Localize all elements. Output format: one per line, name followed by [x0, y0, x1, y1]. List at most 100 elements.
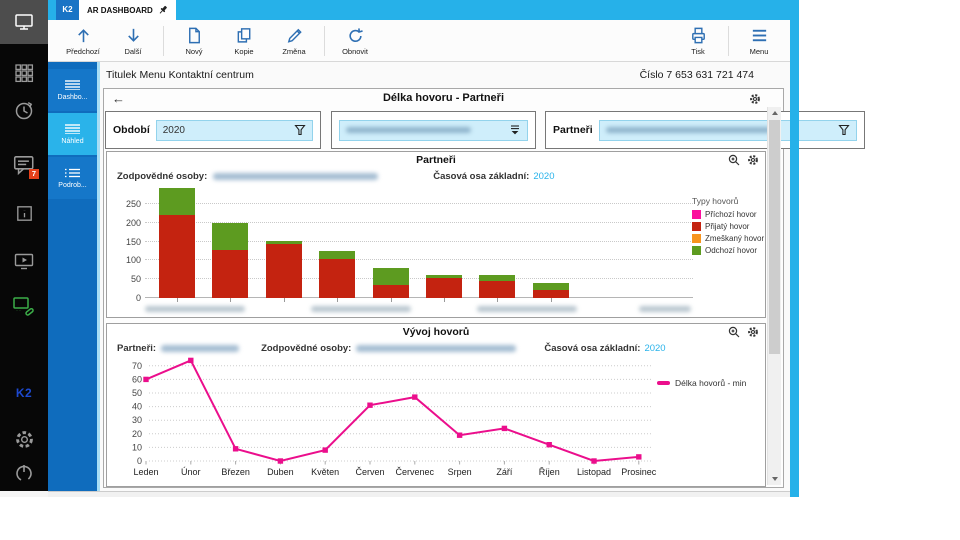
settings-gear-icon[interactable]: [747, 326, 759, 338]
nav-tab-dashboard[interactable]: Dashbo...: [48, 69, 97, 111]
zoom-magnifier-icon[interactable]: [728, 326, 740, 338]
bar-plot-area: [145, 186, 693, 312]
timeline-label: Časová osa základní:: [544, 342, 641, 354]
toolbar-separator: [163, 25, 164, 56]
filter-group-obdobi: Období 2020: [105, 111, 321, 149]
scroll-up-arrow[interactable]: [768, 107, 781, 119]
timeline-label: Časová osa základní:: [433, 170, 530, 182]
legend-item: Odchozí hovor: [692, 246, 764, 255]
filter-funnel-icon[interactable]: [838, 124, 850, 136]
sidebar-item-media[interactable]: [0, 246, 48, 276]
obdobi-input[interactable]: 2020: [155, 119, 313, 141]
sidebar-item-desktop[interactable]: [0, 0, 48, 44]
previous-button[interactable]: Předchozí: [58, 26, 108, 56]
tab-k2-home[interactable]: K2: [56, 0, 79, 20]
legend-label: Přijatý hovor: [705, 222, 750, 231]
bar-segment-odchozi: [159, 187, 195, 215]
bar-chart: Typy hovorů Příchozí hovor Přijatý hovor Z…: [107, 184, 765, 316]
bar-gridline: [145, 203, 693, 204]
line-axis-tick-label: 30: [132, 415, 142, 425]
window-border: [790, 0, 799, 497]
partners-chart-subtitle: Zodpovědné osoby: Časová osa základní: 2…: [107, 168, 765, 184]
trend-chart-title: Vývoj hovorů: [402, 326, 470, 338]
menu-button[interactable]: Menu: [734, 26, 784, 56]
dashboard-panel: ← Délka hovoru - Partneři Období 2020: [103, 88, 865, 488]
trend-chart-panel: Vývoj hovorů Partneři: Zodpovědné osoby:…: [106, 323, 766, 487]
month-label: Únor: [181, 467, 201, 477]
bar-axis-tick: [230, 298, 232, 302]
settings-gear-icon[interactable]: [749, 93, 761, 105]
sidebar-item-power[interactable]: [0, 458, 48, 488]
bar-segment-prijaty: [159, 214, 195, 298]
bar-segment-odchozi: [426, 275, 462, 279]
zoom-magnifier-icon[interactable]: [728, 154, 740, 166]
filter-funnel-icon[interactable]: [294, 124, 306, 136]
print-button[interactable]: Tisk: [673, 26, 723, 56]
redacted-text: [605, 127, 771, 133]
month-label: Květen: [311, 467, 339, 477]
partner-label: Partneři:: [117, 342, 157, 354]
trend-chart-subtitle: Partneři: Zodpovědné osoby: Časová osa z…: [107, 340, 765, 356]
data-point-marker: [456, 432, 463, 438]
back-arrow-button[interactable]: ←: [112, 91, 125, 106]
redacted-axis-label: [477, 306, 577, 312]
bar-segment-odchozi: [479, 275, 516, 282]
legend-swatch: [692, 246, 701, 255]
bar-axis-tick-label: 150: [125, 236, 141, 247]
nav-tab-preview[interactable]: Náhled: [48, 113, 97, 155]
nav-tab-details[interactable]: Podrob...: [48, 157, 97, 199]
data-point-marker: [546, 442, 552, 448]
hamburger-icon: [65, 79, 80, 90]
list-icon: [65, 168, 80, 177]
next-button[interactable]: Další: [108, 26, 158, 56]
blue-nav-rail: Dashbo... Náhled Podrob...: [48, 62, 97, 491]
k2-logo-text: K2: [15, 386, 33, 400]
tab-ar-dashboard[interactable]: AR DASHBOARD: [79, 0, 176, 20]
redacted-axis-label: [145, 306, 245, 312]
month-label: Srpen: [448, 467, 472, 477]
data-point-marker: [367, 402, 373, 408]
vertical-scrollbar[interactable]: [767, 107, 781, 485]
legend-label: Zmeškaný hovor: [705, 234, 765, 243]
data-point-marker: [591, 458, 597, 464]
sidebar-item-history[interactable]: [0, 96, 48, 126]
sidebar-item-phone[interactable]: [0, 292, 48, 322]
pin-icon[interactable]: [158, 5, 168, 15]
dropdown-collapse-icon[interactable]: [509, 124, 521, 136]
sidebar-item-info[interactable]: [0, 198, 48, 228]
month-label: Září: [496, 467, 513, 477]
stacked-bar: [159, 187, 195, 298]
settings-gear-icon[interactable]: [747, 154, 759, 166]
stacked-bar: [372, 267, 409, 298]
window-border-bottom: [48, 491, 790, 497]
sidebar-item-apps[interactable]: [0, 58, 48, 88]
bar-segment-prijaty: [212, 250, 249, 298]
middle-filter-input[interactable]: [339, 119, 528, 141]
line-axis-tick-label: 40: [132, 402, 142, 412]
legend-item: Přijatý hovor: [692, 222, 764, 231]
redacted-text: [213, 172, 379, 180]
line-chart-legend: Délka hovorů - min: [657, 378, 746, 388]
sidebar-item-messages[interactable]: 7: [0, 150, 48, 180]
partneri-input[interactable]: [598, 119, 857, 141]
month-label: Listopad: [577, 467, 611, 477]
data-point-marker: [143, 376, 149, 383]
month-label: Leden: [133, 467, 158, 477]
partners-chart-title: Partneři: [416, 154, 456, 166]
line-axis-tick-label: 60: [132, 374, 142, 384]
redacted-text: [356, 344, 517, 352]
refresh-button[interactable]: Obnovit: [330, 26, 380, 56]
bar-axis-tick-label: 200: [125, 217, 141, 228]
legend-line-marker: [657, 381, 670, 385]
scroll-down-arrow[interactable]: [768, 473, 781, 485]
edit-button[interactable]: Změna: [269, 26, 319, 56]
copy-icon: [237, 27, 250, 43]
sidebar-item-settings[interactable]: [0, 424, 48, 454]
bar-axis-tick-label: 0: [135, 293, 141, 303]
bar-segment-odchozi: [532, 282, 569, 290]
scrollbar-thumb[interactable]: [769, 120, 780, 355]
bar-gridline: [145, 297, 693, 298]
new-button[interactable]: Nový: [169, 26, 219, 56]
copy-button[interactable]: Kopie: [219, 26, 269, 56]
line-axis-tick-label: 50: [132, 388, 142, 398]
